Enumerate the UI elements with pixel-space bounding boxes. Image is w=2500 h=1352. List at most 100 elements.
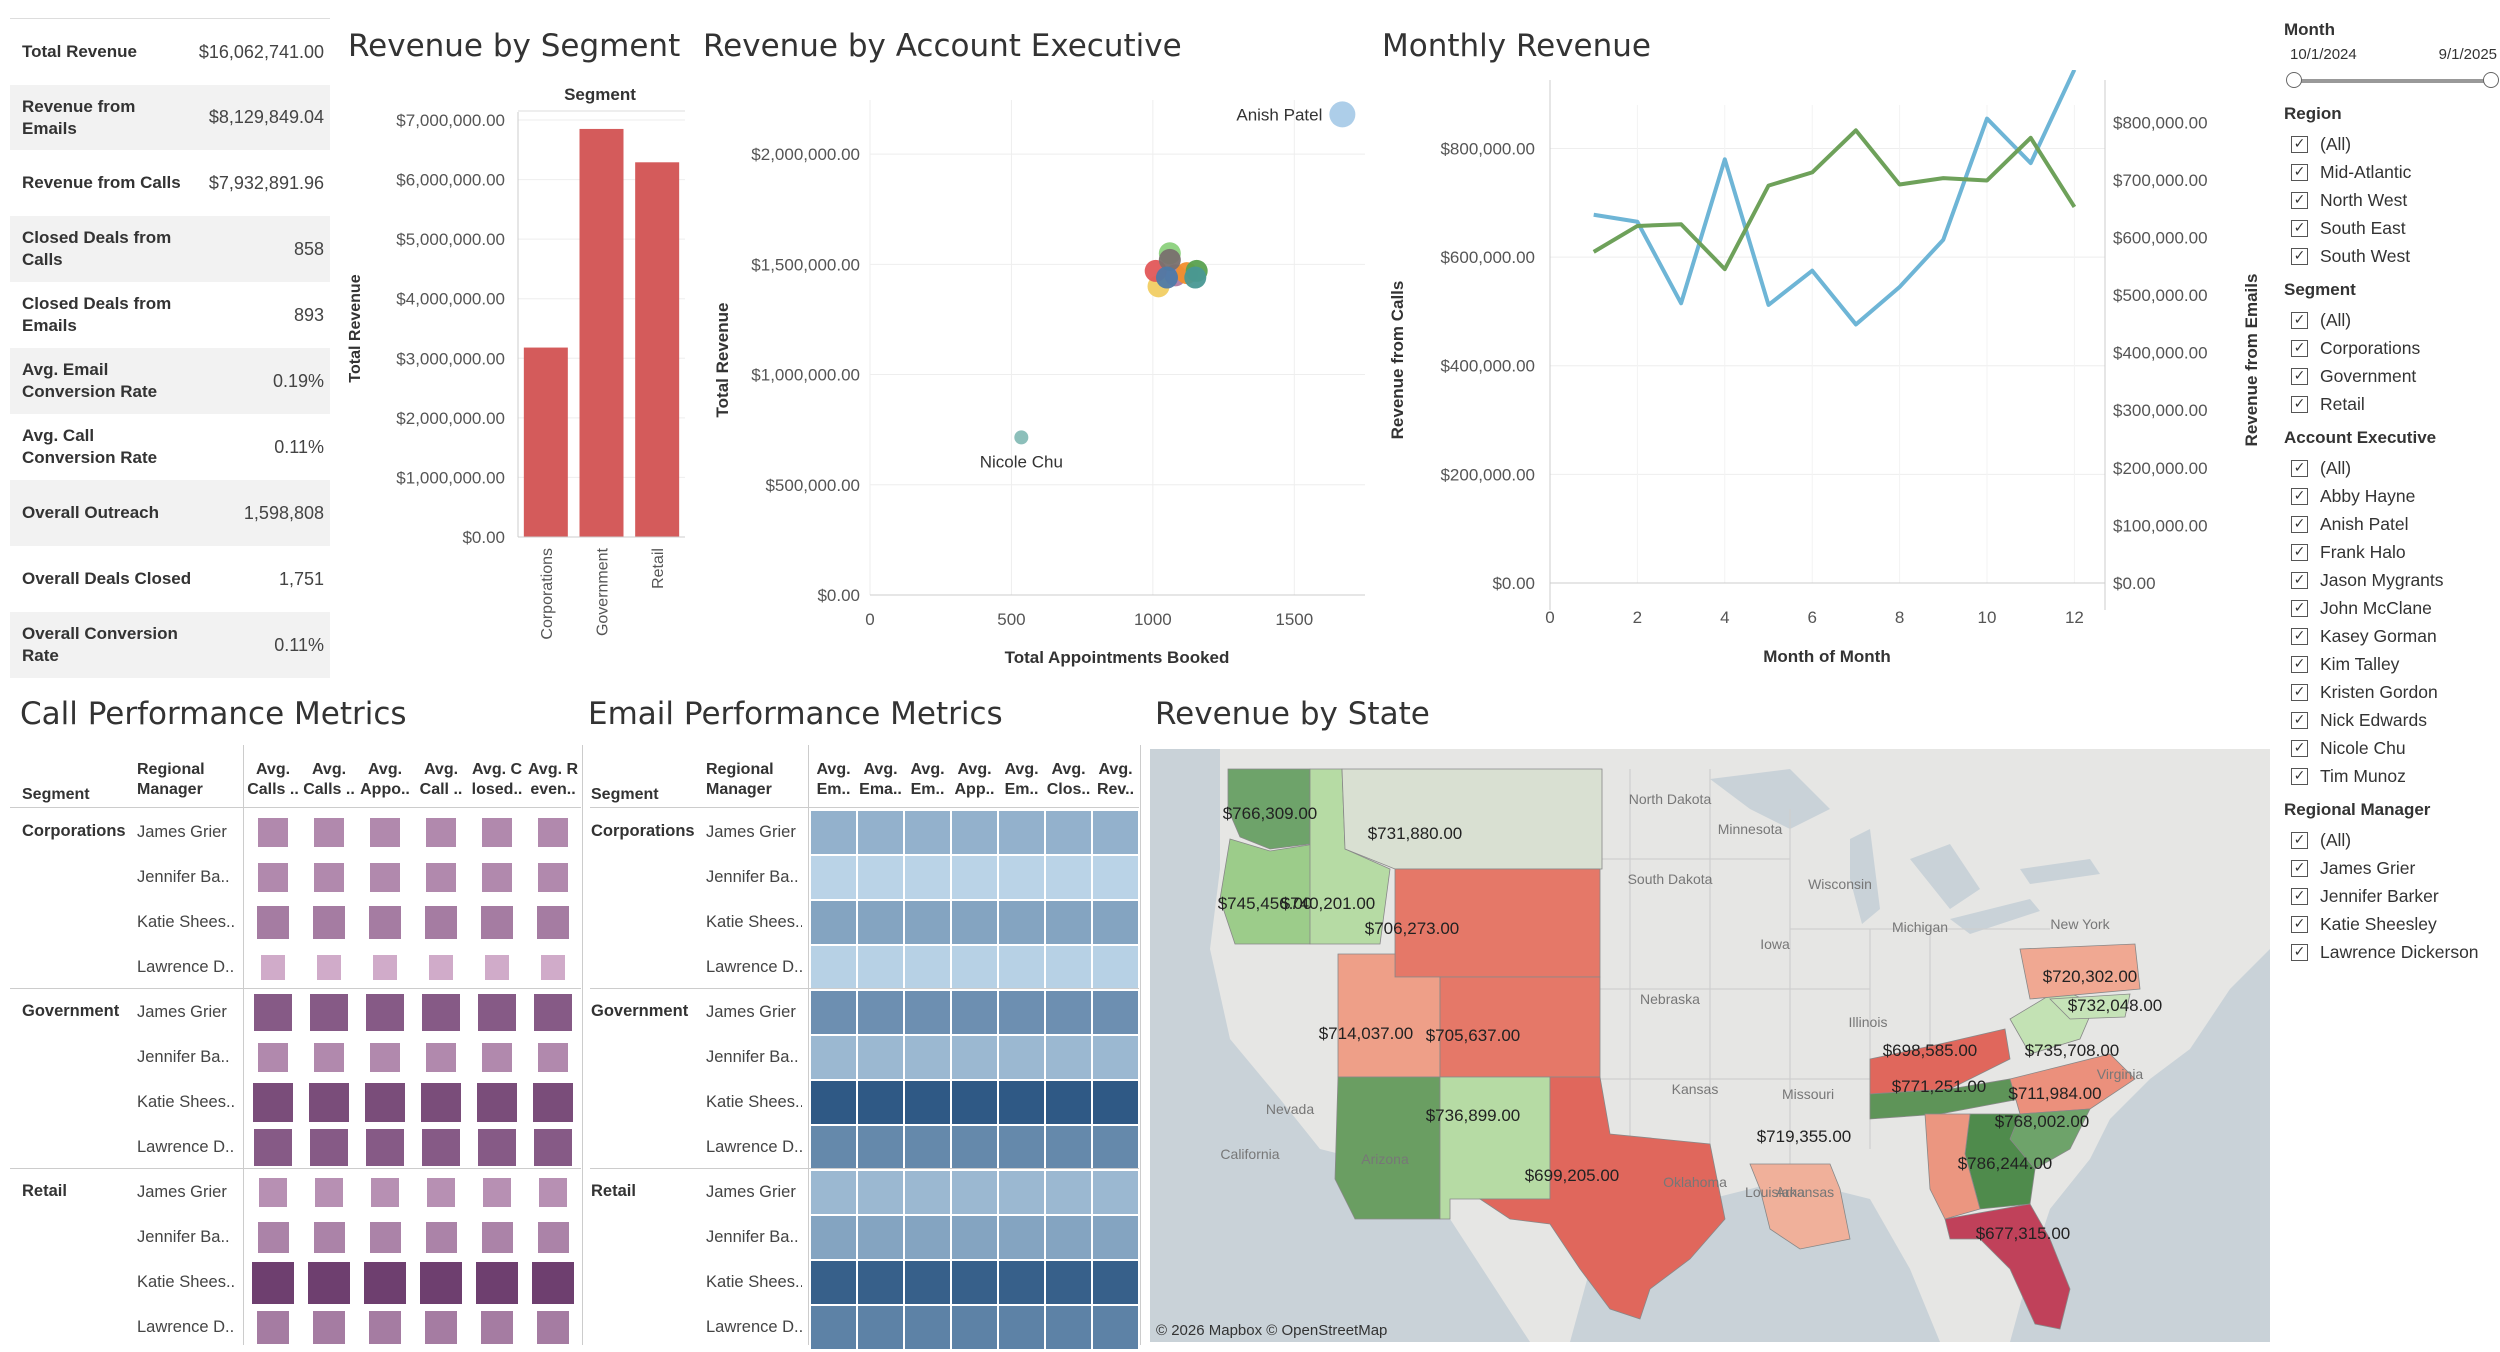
heatmap-cell[interactable]	[536, 906, 570, 939]
heatmap-cell[interactable]	[905, 946, 950, 989]
heatmap-cell[interactable]	[999, 901, 1044, 944]
heatmap-cell[interactable]	[254, 993, 292, 1032]
heatmap-cell[interactable]	[366, 1128, 404, 1167]
checkbox-checked-icon[interactable]: ✓	[2291, 395, 2308, 413]
heatmap-cell[interactable]	[905, 811, 950, 854]
heatmap-cell[interactable]	[952, 1261, 997, 1304]
heatmap-cell[interactable]	[484, 955, 510, 980]
heatmap-cell[interactable]	[1093, 1171, 1138, 1214]
heatmap-cell[interactable]	[811, 1081, 856, 1124]
heatmap-cell[interactable]	[1046, 1126, 1091, 1169]
heatmap-cell[interactable]	[952, 1216, 997, 1259]
heatmap-cell[interactable]	[253, 1082, 293, 1123]
heatmap-cell[interactable]	[858, 991, 903, 1034]
filter-option[interactable]: ✓ Abby Hayne	[2282, 482, 2497, 510]
heatmap-cell[interactable]	[1093, 1036, 1138, 1079]
checkbox-checked-icon[interactable]: ✓	[2291, 739, 2308, 757]
filter-option[interactable]: ✓ Nicole Chu	[2282, 734, 2497, 762]
heatmap-cell[interactable]	[256, 1311, 290, 1344]
heatmap-cell[interactable]	[1093, 1216, 1138, 1259]
heatmap-cell[interactable]	[370, 862, 400, 893]
filter-option[interactable]: ✓ North West	[2282, 186, 2497, 214]
filter-option[interactable]: ✓ Retail	[2282, 390, 2497, 418]
heatmap-cell[interactable]	[952, 1036, 997, 1079]
heatmap-cell[interactable]	[260, 955, 286, 980]
heatmap-cell[interactable]	[481, 1222, 513, 1253]
heatmap-cell[interactable]	[422, 993, 460, 1032]
heatmap-cell[interactable]	[1046, 1171, 1091, 1214]
checkbox-checked-icon[interactable]: ✓	[2291, 711, 2308, 729]
heatmap-cell[interactable]	[537, 1222, 569, 1253]
checkbox-checked-icon[interactable]: ✓	[2291, 859, 2308, 877]
heatmap-cell[interactable]	[538, 817, 568, 848]
heatmap-cell[interactable]	[482, 1178, 512, 1207]
checkbox-checked-icon[interactable]: ✓	[2291, 543, 2308, 561]
heatmap-cell[interactable]	[1093, 1306, 1138, 1349]
filter-option[interactable]: ✓ Kristen Gordon	[2282, 678, 2497, 706]
checkbox-checked-icon[interactable]: ✓	[2291, 887, 2308, 905]
heatmap-cell[interactable]	[476, 1261, 518, 1304]
heatmap-cell[interactable]	[536, 1311, 570, 1344]
filter-option[interactable]: ✓ South East	[2282, 214, 2497, 242]
filter-option[interactable]: ✓ Mid-Atlantic	[2282, 158, 2497, 186]
filter-option[interactable]: ✓ Katie Sheesley	[2282, 910, 2497, 938]
heatmap-cell[interactable]	[1046, 1216, 1091, 1259]
filter-option[interactable]: ✓ Corporations	[2282, 334, 2497, 362]
heatmap-cell[interactable]	[254, 1128, 292, 1167]
heatmap-cell[interactable]	[811, 991, 856, 1034]
heatmap-cell[interactable]	[811, 1216, 856, 1259]
heatmap-cell[interactable]	[858, 901, 903, 944]
filter-option[interactable]: ✓ Tim Munoz	[2282, 762, 2497, 790]
heatmap-cell[interactable]	[858, 1036, 903, 1079]
heatmap-cell[interactable]	[478, 1128, 516, 1167]
heatmap-cell[interactable]	[370, 1042, 400, 1073]
heatmap-cell[interactable]	[1046, 991, 1091, 1034]
filter-option[interactable]: ✓ John McClane	[2282, 594, 2497, 622]
heatmap-cell[interactable]	[811, 1261, 856, 1304]
heatmap-cell[interactable]	[999, 1126, 1044, 1169]
revenue-by-ae-chart[interactable]: $0.00 $500,000.00 $1,000,000.00 $1,500,000.…	[700, 70, 1370, 680]
filter-option[interactable]: ✓ Government	[2282, 362, 2497, 390]
month-range-slider[interactable]: 10/1/2024 9/1/2025	[2282, 44, 2499, 100]
checkbox-checked-icon[interactable]: ✓	[2291, 683, 2308, 701]
heatmap-cell[interactable]	[1093, 811, 1138, 854]
heatmap-cell[interactable]	[421, 1082, 461, 1123]
checkbox-checked-icon[interactable]: ✓	[2291, 943, 2308, 961]
heatmap-cell[interactable]	[858, 946, 903, 989]
heatmap-cell[interactable]	[426, 1178, 456, 1207]
filter-option[interactable]: ✓ Jason Mygrants	[2282, 566, 2497, 594]
heatmap-cell[interactable]	[368, 906, 402, 939]
heatmap-cell[interactable]	[1093, 1261, 1138, 1304]
heatmap-cell[interactable]	[952, 1306, 997, 1349]
heatmap-cell[interactable]	[905, 1081, 950, 1124]
heatmap-cell[interactable]	[422, 1128, 460, 1167]
heatmap-cell[interactable]	[999, 946, 1044, 989]
heatmap-cell[interactable]	[1046, 901, 1091, 944]
heatmap-cell[interactable]	[1093, 946, 1138, 989]
heatmap-cell[interactable]	[420, 1261, 462, 1304]
heatmap-cell[interactable]	[1093, 901, 1138, 944]
heatmap-cell[interactable]	[811, 1171, 856, 1214]
filter-option[interactable]: ✓ (All)	[2282, 454, 2497, 482]
heatmap-cell[interactable]	[952, 1171, 997, 1214]
heatmap-cell[interactable]	[905, 1261, 950, 1304]
heatmap-cell[interactable]	[538, 1042, 568, 1073]
monthly-revenue-chart[interactable]: $0.00 $200,000.00 $400,000.00 $600,000.00 $8…	[1375, 70, 2275, 680]
heatmap-cell[interactable]	[811, 1126, 856, 1169]
heatmap-cell[interactable]	[310, 1128, 348, 1167]
heatmap-cell[interactable]	[480, 1311, 514, 1344]
heatmap-cell[interactable]	[1046, 1261, 1091, 1304]
heatmap-cell[interactable]	[312, 1311, 346, 1344]
heatmap-cell[interactable]	[905, 1171, 950, 1214]
heatmap-cell[interactable]	[314, 1042, 344, 1073]
heatmap-cell[interactable]	[999, 1216, 1044, 1259]
heatmap-cell[interactable]	[316, 955, 342, 980]
heatmap-cell[interactable]	[424, 1311, 458, 1344]
checkbox-checked-icon[interactable]: ✓	[2291, 459, 2308, 477]
checkbox-checked-icon[interactable]: ✓	[2291, 831, 2308, 849]
heatmap-cell[interactable]	[309, 1082, 349, 1123]
heatmap-cell[interactable]	[858, 856, 903, 899]
heatmap-cell[interactable]	[858, 1126, 903, 1169]
heatmap-cell[interactable]	[370, 1178, 400, 1207]
heatmap-cell[interactable]	[811, 946, 856, 989]
